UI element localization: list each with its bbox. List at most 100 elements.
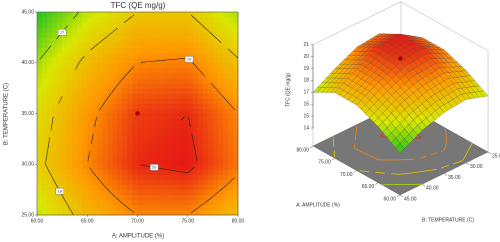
x-tick-label: 80.00 bbox=[296, 147, 309, 153]
heat-cell bbox=[207, 189, 214, 196]
heat-cell bbox=[137, 52, 143, 59]
heat-cell bbox=[152, 98, 158, 104]
heat-cell bbox=[217, 62, 224, 69]
heat-cell bbox=[212, 22, 219, 28]
heat-cell bbox=[152, 52, 158, 59]
contour-label-box bbox=[55, 188, 64, 195]
heat-cell bbox=[107, 47, 113, 53]
heat-cell bbox=[142, 179, 148, 185]
heat-cell bbox=[182, 37, 189, 43]
heat-cell bbox=[142, 98, 148, 104]
heat-cell bbox=[157, 93, 164, 99]
heat-cell bbox=[37, 164, 43, 170]
heat-cell bbox=[207, 133, 214, 140]
heat-cell bbox=[232, 88, 239, 94]
contour-line bbox=[87, 57, 236, 213]
heat-cell bbox=[37, 17, 43, 23]
heat-cell bbox=[122, 164, 128, 170]
heat-cell bbox=[217, 113, 224, 119]
heat-cell bbox=[202, 83, 209, 89]
heat-cell bbox=[37, 138, 43, 145]
heat-cell bbox=[182, 199, 189, 206]
heat-cell bbox=[147, 57, 153, 64]
heat-cell bbox=[122, 22, 128, 28]
heat-cell bbox=[72, 52, 78, 59]
heat-cell bbox=[172, 17, 179, 23]
heat-cell bbox=[107, 179, 113, 185]
heat-cell bbox=[107, 72, 113, 79]
heat-cell bbox=[47, 204, 53, 211]
heat-cell bbox=[57, 149, 63, 155]
heat-cell bbox=[67, 12, 73, 18]
heat-cell bbox=[157, 42, 164, 48]
heat-cell bbox=[62, 149, 68, 155]
heat-cell bbox=[92, 42, 98, 48]
heat-cell bbox=[77, 67, 83, 74]
heat-cell bbox=[192, 154, 199, 160]
heat-cell bbox=[112, 179, 118, 185]
heat-cell bbox=[167, 77, 174, 84]
heat-cell bbox=[37, 128, 43, 135]
heat-cell bbox=[187, 179, 194, 185]
heat-cell bbox=[47, 72, 53, 79]
heat-cell bbox=[167, 27, 174, 33]
heat-cell bbox=[232, 169, 239, 175]
heat-cell bbox=[187, 52, 194, 59]
heat-cell bbox=[57, 93, 63, 99]
heat-cell bbox=[142, 103, 148, 109]
heat-cell bbox=[172, 174, 179, 180]
heat-cell bbox=[227, 77, 234, 84]
heat-cell bbox=[222, 108, 229, 114]
heat-cell bbox=[222, 118, 229, 125]
heat-cell bbox=[167, 164, 174, 170]
heat-cell bbox=[52, 83, 58, 89]
heat-cell bbox=[97, 72, 103, 79]
heat-cell bbox=[42, 118, 48, 125]
heat-cell bbox=[77, 169, 83, 175]
heat-cell bbox=[232, 154, 239, 160]
heat-cell bbox=[67, 138, 73, 145]
heat-cell bbox=[72, 194, 78, 201]
heat-cell bbox=[207, 72, 214, 79]
heat-cell bbox=[147, 17, 153, 23]
heat-cell bbox=[147, 47, 153, 53]
heat-cell bbox=[167, 189, 174, 196]
heat-cell bbox=[132, 164, 138, 170]
heat-cell bbox=[67, 143, 73, 150]
heat-cell bbox=[42, 184, 48, 191]
heat-cell bbox=[47, 22, 53, 28]
heat-cell bbox=[107, 113, 113, 119]
heat-cell bbox=[127, 154, 133, 160]
heat-cell bbox=[87, 27, 93, 33]
heat-cell bbox=[122, 204, 128, 211]
heat-cell bbox=[57, 42, 63, 48]
heat-cell bbox=[92, 37, 98, 43]
heat-cell bbox=[87, 103, 93, 109]
heat-cell bbox=[212, 32, 219, 38]
heat-cell bbox=[207, 93, 214, 99]
heat-cell bbox=[152, 88, 158, 94]
heat-cell bbox=[67, 164, 73, 170]
heat-cell bbox=[42, 154, 48, 160]
heat-cell bbox=[37, 118, 43, 125]
heat-cell bbox=[162, 108, 169, 114]
heat-cell bbox=[62, 12, 68, 18]
heat-cell bbox=[117, 143, 123, 150]
heat-cell bbox=[127, 179, 133, 185]
heat-cell bbox=[87, 17, 93, 23]
heat-cell bbox=[47, 47, 53, 53]
heat-cell bbox=[217, 199, 224, 206]
heat-cell bbox=[222, 149, 229, 155]
heat-cell bbox=[132, 62, 138, 69]
heat-cell bbox=[87, 169, 93, 175]
heat-cell bbox=[192, 118, 199, 125]
heat-cell bbox=[202, 57, 209, 64]
heat-cell bbox=[82, 57, 88, 64]
heat-cell bbox=[47, 123, 53, 130]
heat-cell bbox=[202, 17, 209, 23]
heat-cell bbox=[177, 159, 184, 165]
y-axis-label: B: TEMPERATURE (C) bbox=[4, 83, 10, 145]
heat-cell bbox=[92, 108, 98, 114]
heat-cell bbox=[187, 189, 194, 196]
heat-cell bbox=[137, 72, 143, 79]
